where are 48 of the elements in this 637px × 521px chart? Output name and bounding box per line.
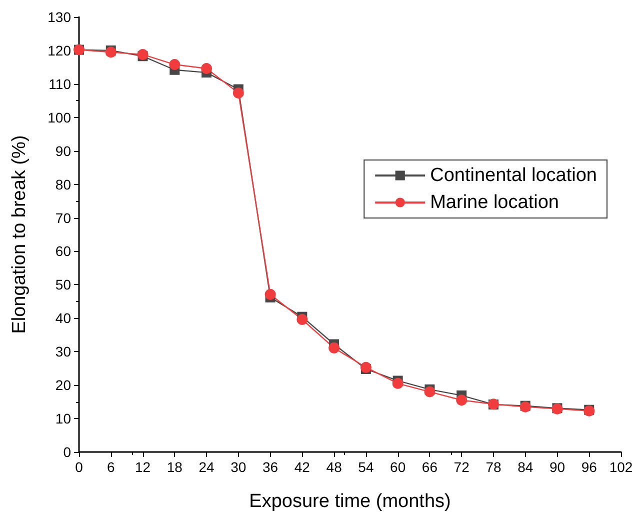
point	[201, 63, 212, 74]
legend-label: Continental location	[430, 165, 597, 186]
point	[232, 87, 244, 98]
point	[328, 342, 340, 354]
x-tick-label: 90	[549, 459, 566, 475]
y-tick-label: 100	[48, 109, 72, 126]
x-tick-label: 18	[166, 459, 183, 475]
point	[456, 394, 468, 406]
x-tick-label: 102	[609, 459, 633, 475]
x-tick-label: 60	[390, 459, 406, 475]
y-tick-label: 50	[55, 276, 72, 293]
point	[296, 314, 308, 325]
y-tick-label: 130	[48, 9, 72, 25]
point	[105, 46, 116, 58]
y-tick-label: 40	[55, 310, 72, 326]
point	[424, 386, 436, 398]
y-tick-label: 80	[55, 176, 72, 192]
x-tick-label: 54	[358, 459, 374, 475]
point	[264, 288, 276, 300]
y-tick-label: 90	[55, 142, 72, 159]
x-tick-label: 72	[454, 459, 470, 475]
y-tick-label: 20	[55, 377, 72, 394]
x-tick-label: 12	[134, 459, 151, 475]
x-tick-label: 24	[198, 459, 215, 475]
y-tick-label: 60	[55, 243, 72, 260]
x-tick-label: 0	[75, 459, 84, 475]
legend-label: Marine location	[430, 192, 559, 213]
x-tick-label: 42	[294, 459, 310, 475]
y-tick-label: 120	[48, 42, 72, 58]
x-axis-title: Exposure time (months)	[249, 491, 451, 512]
x-tick-label: 78	[486, 459, 502, 475]
y-tick-label: 70	[55, 210, 72, 226]
point	[169, 59, 180, 70]
x-tick-label: 36	[262, 459, 278, 475]
x-tick-label: 66	[422, 459, 438, 475]
x-tick-label: 84	[518, 459, 534, 475]
x-tick-label: 30	[230, 459, 246, 475]
x-tick-label: 96	[581, 459, 598, 475]
y-axis-title: Elongation to break (%)	[9, 135, 30, 334]
point	[392, 378, 404, 389]
y-tick-label: 0	[63, 444, 72, 460]
y-tick-label: 10	[55, 410, 72, 427]
point	[137, 48, 148, 60]
x-tick-label: 6	[106, 459, 115, 475]
point	[360, 362, 372, 373]
y-tick-label: 30	[55, 344, 72, 360]
x-tick-label: 48	[326, 459, 342, 475]
y-tick-label: 110	[48, 76, 72, 92]
